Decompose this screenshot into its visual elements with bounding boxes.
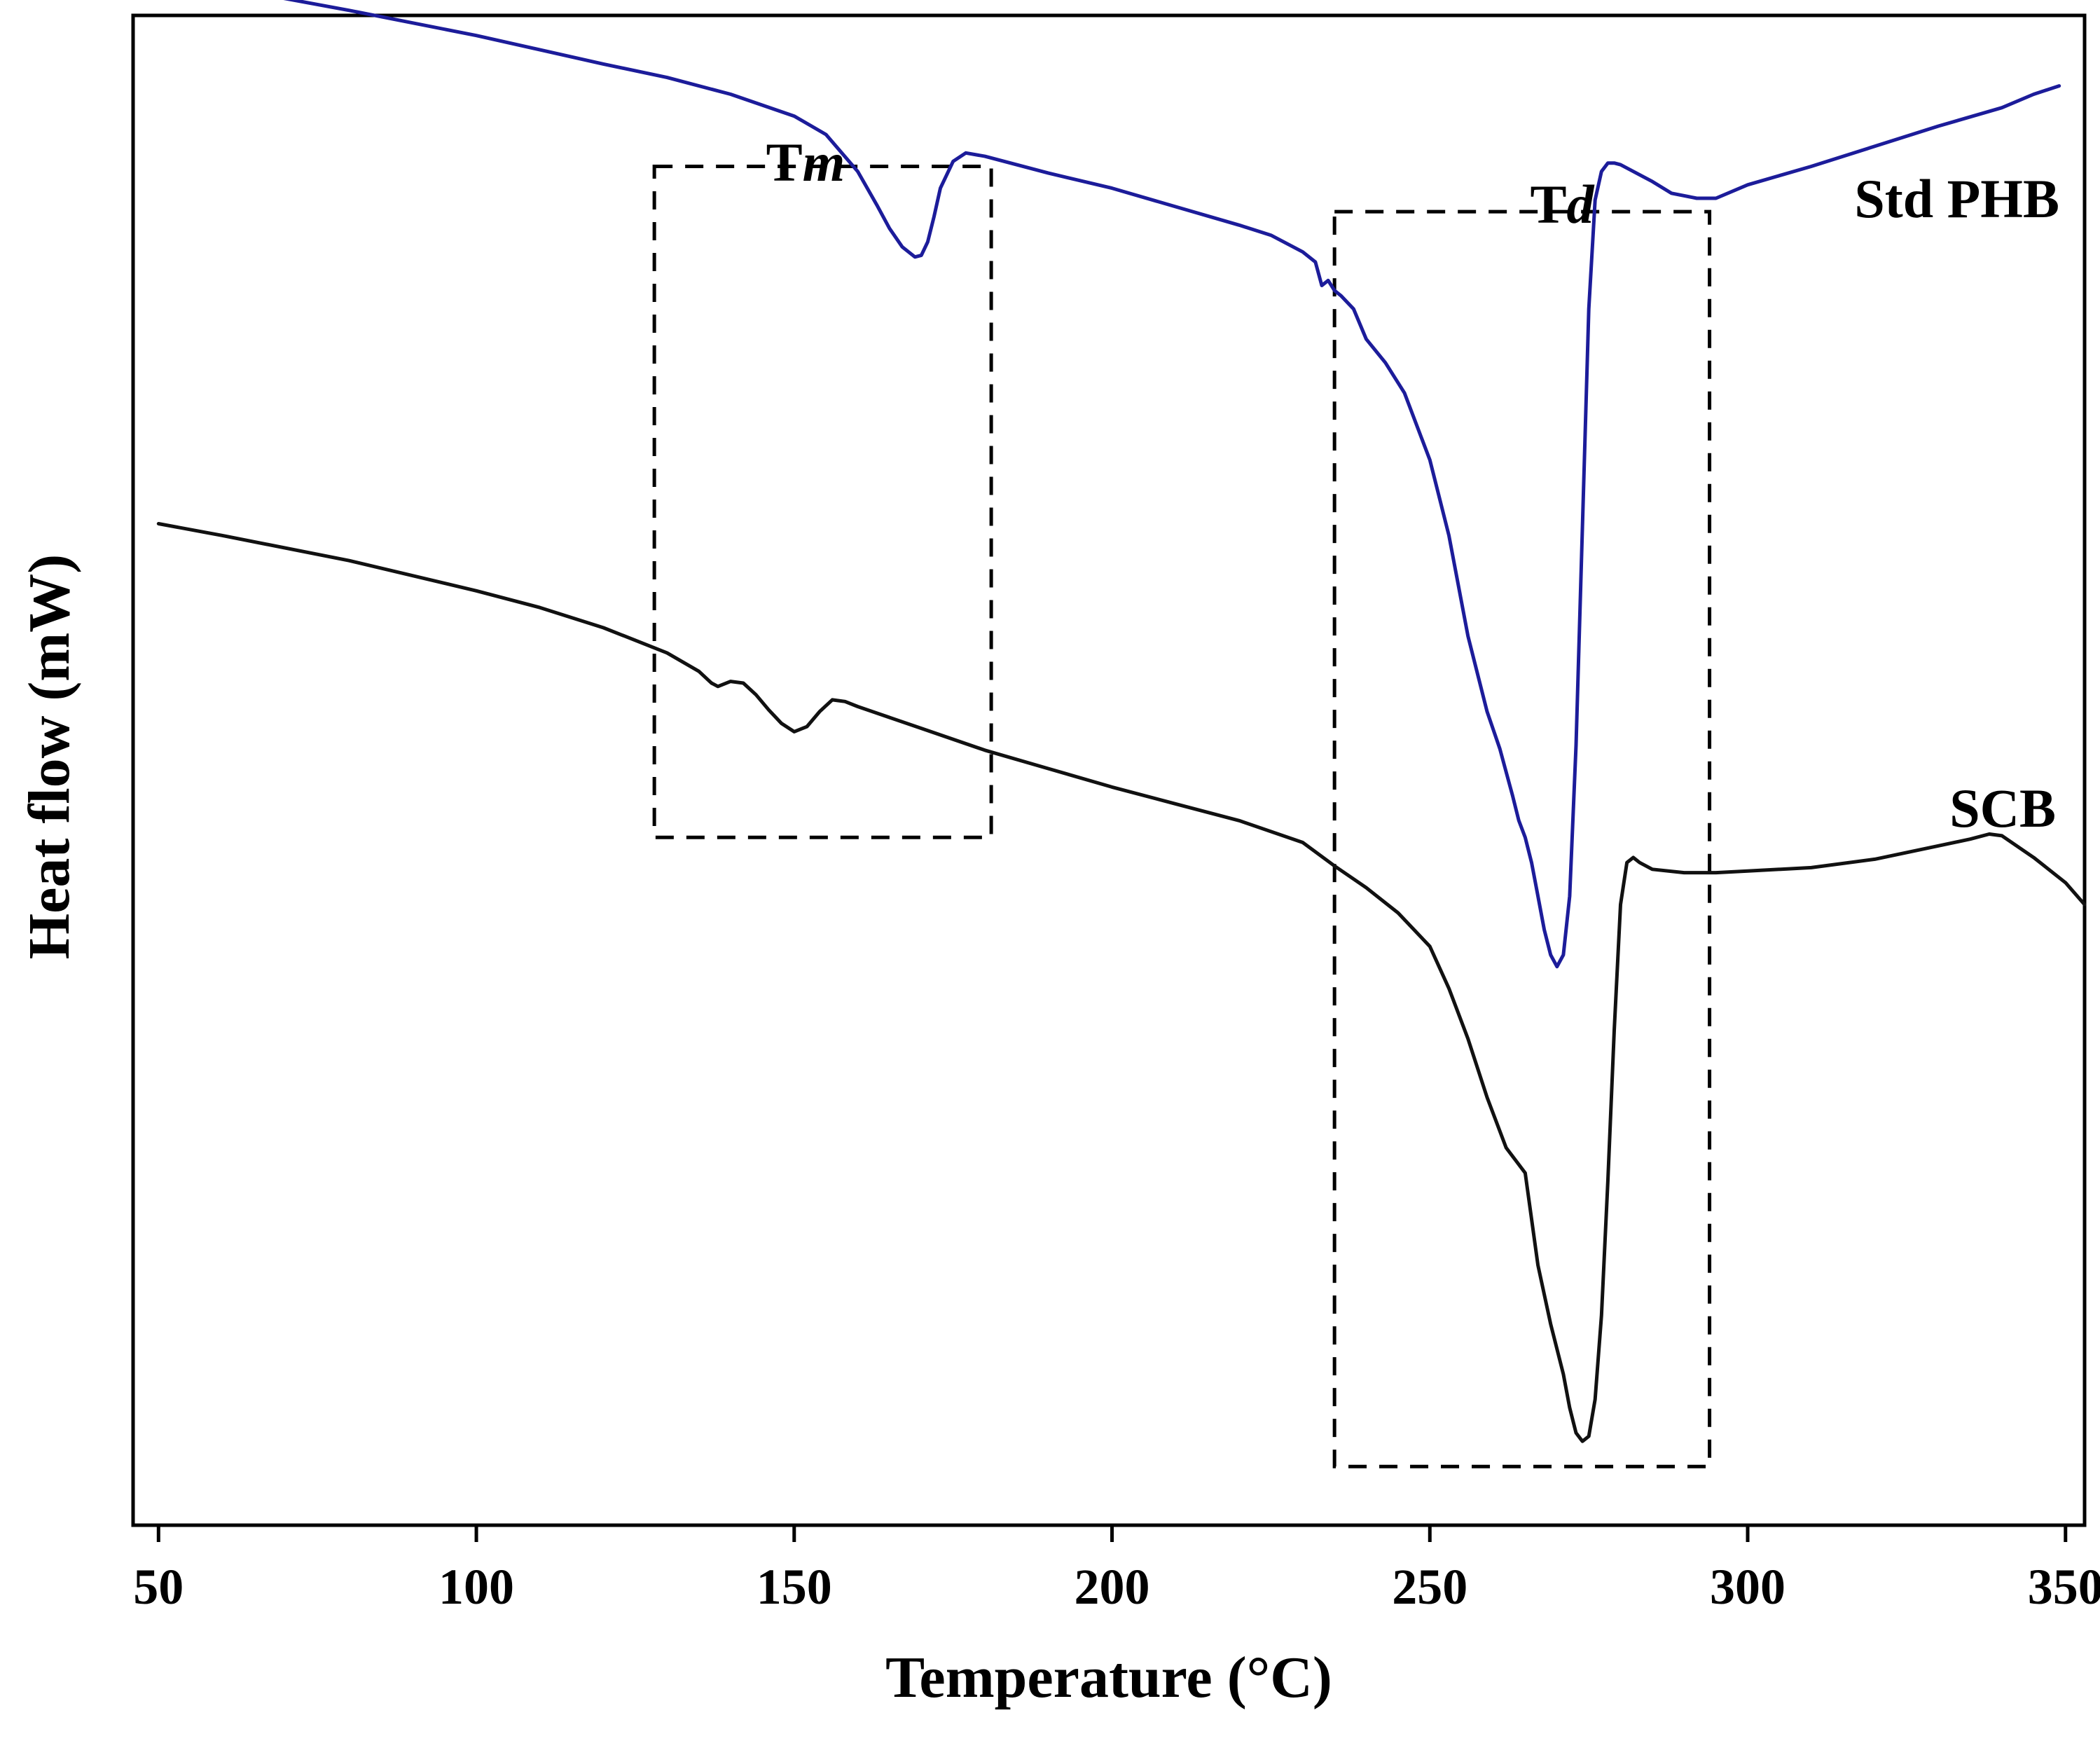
x-axis-title-text: Temperature [885,1645,1213,1710]
series-line-scb [156,522,2087,1443]
annotation-region-td [1332,209,1712,1468]
series-label-std-phb: Std PHB [1854,168,2059,229]
x-tick-label-150: 150 [757,1559,832,1615]
series-lines [156,0,2087,1443]
x-tick-label-350: 350 [2028,1559,2100,1615]
x-axis-tick-labels: 50 100 150 200 250 300 350 [133,1559,2100,1615]
annotation-regions [652,165,1712,1468]
annotation-tm-prefix: T [766,132,803,193]
annotation-td: Td [1530,174,1594,235]
annotation-region-tm [652,165,993,839]
x-tick-label-100: 100 [438,1559,514,1615]
y-axis-title: Heat flow (mW) [17,554,82,959]
x-tick-label-50: 50 [133,1559,184,1615]
annotation-tm-italic: m [803,132,845,193]
plot-frame [131,13,2087,1527]
annotation-tm: Tm [766,132,845,193]
x-tick-label-300: 300 [1710,1559,1785,1615]
series-line-std-phb [283,0,2061,969]
series-label-scb: SCB [1949,778,2056,839]
x-axis-title-unit: (°C) [1227,1645,1332,1710]
x-tick-label-250: 250 [1392,1559,1467,1615]
x-axis-title: Temperature (°C) [885,1645,1332,1710]
x-tick-label-200: 200 [1075,1559,1150,1615]
annotation-td-italic: d [1567,174,1595,235]
x-axis-ticks [156,1525,2068,1542]
annotation-td-prefix: T [1530,174,1566,235]
